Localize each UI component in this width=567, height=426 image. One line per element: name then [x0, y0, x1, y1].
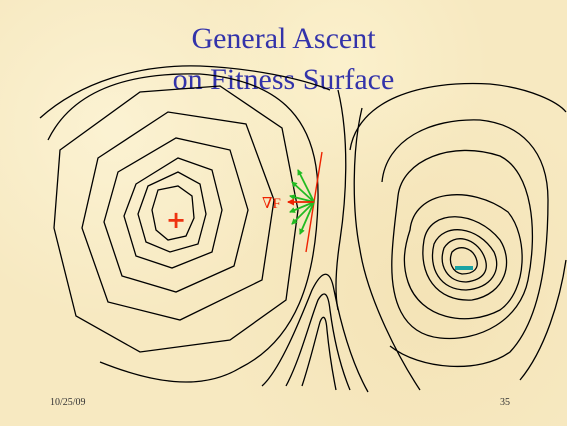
maximum-marker: + [166, 206, 186, 234]
right-outer-contour [349, 82, 567, 151]
left-contour-4 [103, 137, 249, 293]
saddle-contour-5 [301, 316, 337, 391]
title-line-2: on Fitness Surface [172, 63, 395, 96]
saddle-contour-2 [353, 107, 421, 391]
right-contour-2 [441, 238, 487, 283]
right-contour-5 [403, 194, 523, 320]
ascent-arrow-3 [289, 194, 315, 203]
ascent-arrow-1 [297, 169, 315, 203]
minimum-marker [455, 266, 473, 270]
left-contour-5 [81, 111, 275, 321]
saddle-contour-1 [335, 89, 347, 311]
right-contour-7 [381, 119, 549, 368]
saddle-contour-4 [285, 293, 351, 391]
right-far-contour [519, 259, 567, 381]
slide-page-number: 35 [500, 397, 510, 408]
slide-date: 10/25/09 [50, 397, 86, 408]
right-contour-4 [422, 216, 508, 301]
right-contour-3 [431, 229, 498, 291]
ascent-arrow-2 [291, 181, 315, 203]
ascent-arrow-4 [289, 201, 315, 213]
right-valley-contours [349, 82, 567, 381]
gradient-label: ∇F [262, 196, 281, 212]
saddle-contour-3 [261, 273, 369, 393]
ascent-arrow-5 [291, 201, 315, 225]
right-contour-6 [391, 149, 534, 340]
left-contour-2 [137, 171, 207, 253]
title-line-1: General Ascent [191, 22, 376, 55]
left-contour-7 [47, 73, 319, 383]
left-contour-1 [151, 185, 195, 241]
ascent-vectors [289, 169, 315, 235]
right-contour-1 [449, 247, 478, 275]
saddle-contours [261, 89, 421, 393]
slide-title: General Ascent on Fitness Surface [0, 18, 567, 100]
left-outer-contour [39, 65, 331, 119]
left-contour-6 [53, 85, 299, 353]
left-contour-3 [123, 157, 223, 269]
ascent-arrow-6 [299, 201, 315, 235]
left-hill-contours [47, 73, 319, 383]
